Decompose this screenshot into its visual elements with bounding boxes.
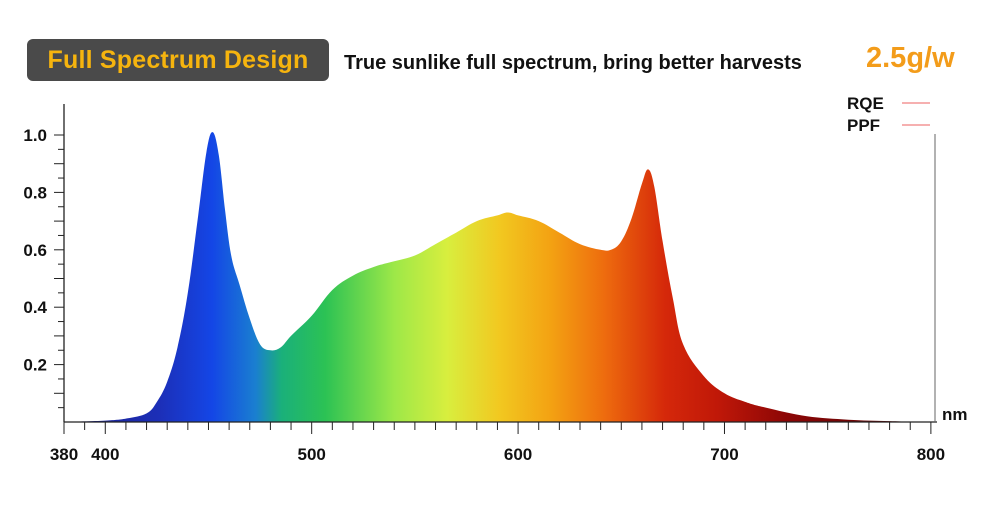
legend: RQE PPF — [847, 94, 930, 135]
legend-label-ppf: PPF — [847, 116, 880, 135]
x-axis-label: nm — [942, 405, 968, 424]
axes — [63, 104, 937, 423]
tagline: True sunlike full spectrum, bring better… — [344, 52, 802, 74]
y-tick-label: 0.4 — [23, 298, 47, 317]
x-tick-label: 600 — [504, 445, 532, 464]
x-tick-label: 400 — [91, 445, 119, 464]
title-badge: Full Spectrum Design — [27, 39, 329, 81]
y-axis-ticks: 0.2 0.4 0.6 0.8 1.0 — [23, 126, 64, 409]
y-tick-label: 0.6 — [23, 241, 47, 260]
x-tick-label: 500 — [297, 445, 325, 464]
efficiency-highlight: 2.5g/w — [866, 42, 955, 74]
y-tick-label: 0.2 — [23, 356, 47, 375]
x-tick-label: 380 — [50, 445, 78, 464]
y-tick-label: 0.8 — [23, 183, 47, 202]
y-tick-label: 1.0 — [23, 126, 47, 145]
x-tick-label: 700 — [710, 445, 738, 464]
spectrum-area — [64, 132, 931, 422]
x-axis-ticks: 380 400 500 600 700 800 — [50, 422, 945, 464]
badge-text: Full Spectrum Design — [47, 45, 309, 74]
x-tick-label: 800 — [917, 445, 945, 464]
legend-label-rqe: RQE — [847, 94, 884, 113]
